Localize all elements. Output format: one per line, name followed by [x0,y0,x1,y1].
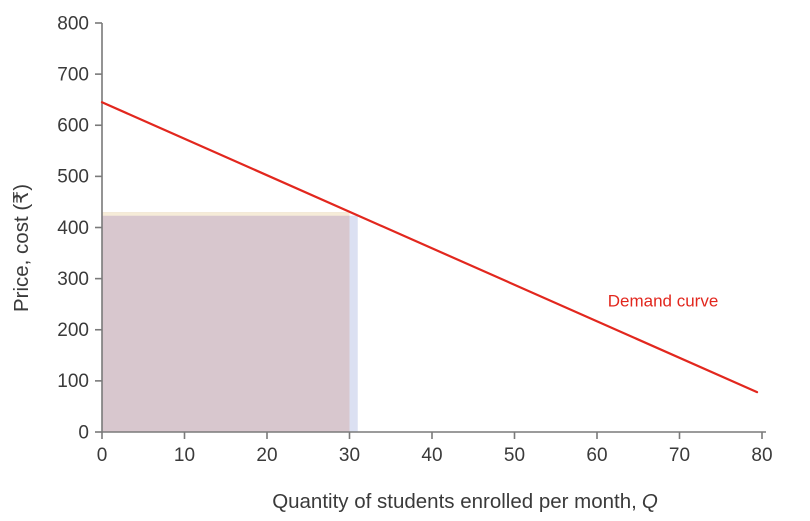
x-axis-title: Quantity of students enrolled per month,… [272,490,658,513]
y-axis-tick-label: 200 [57,320,89,341]
demand-curve-label: Demand curve [608,292,719,311]
revenue-rectangle [102,212,350,432]
x-axis-tick-label: 20 [256,445,277,466]
y-axis-tick-label: 0 [78,422,89,443]
y-axis-tick-label: 100 [57,371,89,392]
y-axis-tick-label: 600 [57,116,89,137]
x-axis-tick-label: 40 [421,445,442,466]
demand-curve-line [100,101,759,394]
x-axis-tick-label: 30 [339,445,360,466]
x-axis-tick-label: 50 [504,445,525,466]
x-axis-tick-label: 0 [97,445,108,466]
y-axis-tick-label: 700 [57,64,89,85]
y-axis-tick-label: 400 [57,218,89,239]
price-reduction-strip [102,212,350,216]
y-axis-title: Price, cost (₹) [10,184,33,312]
x-axis-tick-label: 70 [669,445,690,466]
x-axis-tick-label: 10 [174,445,195,466]
y-axis-tick-label: 800 [57,13,89,34]
x-axis-tick-label: 80 [751,445,772,466]
marginal-quantity-strip [349,215,358,432]
y-axis-tick-label: 500 [57,167,89,188]
y-axis-tick-label: 300 [57,269,89,290]
x-axis-tick-label: 60 [586,445,607,466]
